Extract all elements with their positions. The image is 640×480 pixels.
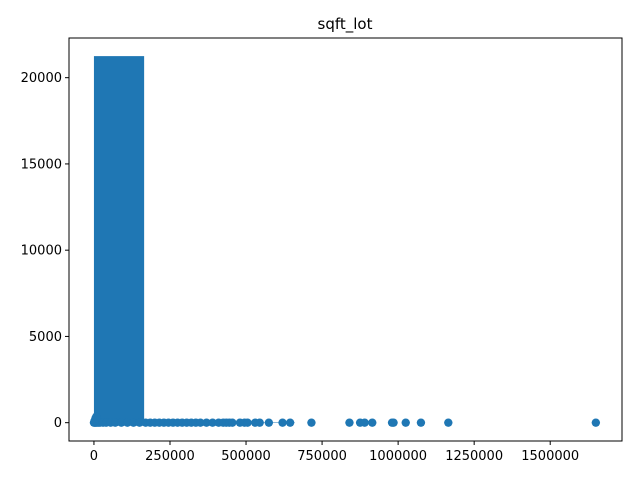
x-tick-label: 1000000	[369, 449, 427, 464]
scatter-point	[202, 418, 211, 427]
scatter-point	[345, 418, 354, 427]
plot-frame	[68, 37, 623, 442]
y-tick-label: 10000	[21, 244, 62, 259]
x-tick-label: 1250000	[445, 449, 503, 464]
y-tick-label: 0	[54, 416, 62, 431]
scatter-point	[92, 412, 101, 421]
x-tick-label: 750000	[297, 449, 347, 464]
x-tick-label: 250000	[145, 449, 195, 464]
scatter-point	[307, 418, 316, 427]
y-tick-label: 5000	[29, 330, 62, 345]
x-tick-label: 0	[90, 449, 98, 464]
y-tick-label: 15000	[21, 157, 62, 172]
histogram-bar-0	[93, 56, 145, 423]
scatter-point	[243, 418, 252, 427]
scatter-point	[444, 418, 453, 427]
scatter-point	[123, 418, 132, 427]
scatter-point	[208, 418, 217, 427]
axes-layer: 0 250000 500000 750000 1000000 1250000 1500000…	[21, 37, 623, 464]
scatter-point	[401, 418, 410, 427]
x-tick-label: 500000	[221, 449, 271, 464]
scatter-point	[129, 418, 138, 427]
scatter-point	[135, 418, 144, 427]
scatter-point	[389, 418, 398, 427]
bars-layer	[93, 56, 295, 423]
scatter-point	[264, 418, 274, 427]
chart-title: sqft_lot	[318, 15, 373, 34]
points-layer	[89, 412, 601, 427]
scatter-point	[285, 418, 295, 427]
scatter-point	[117, 418, 126, 427]
y-tick-label: 20000	[21, 71, 62, 86]
scatter-point	[416, 418, 426, 427]
scatter-point	[255, 418, 264, 427]
x-tick-label: 1500000	[521, 449, 579, 464]
scatter-point	[591, 418, 601, 427]
scatter-point	[196, 418, 205, 427]
scatter-point	[278, 418, 287, 427]
scatter-point	[111, 418, 120, 427]
scatter-point	[368, 418, 377, 427]
scatter-point	[228, 418, 237, 427]
scatter-point	[360, 418, 369, 427]
